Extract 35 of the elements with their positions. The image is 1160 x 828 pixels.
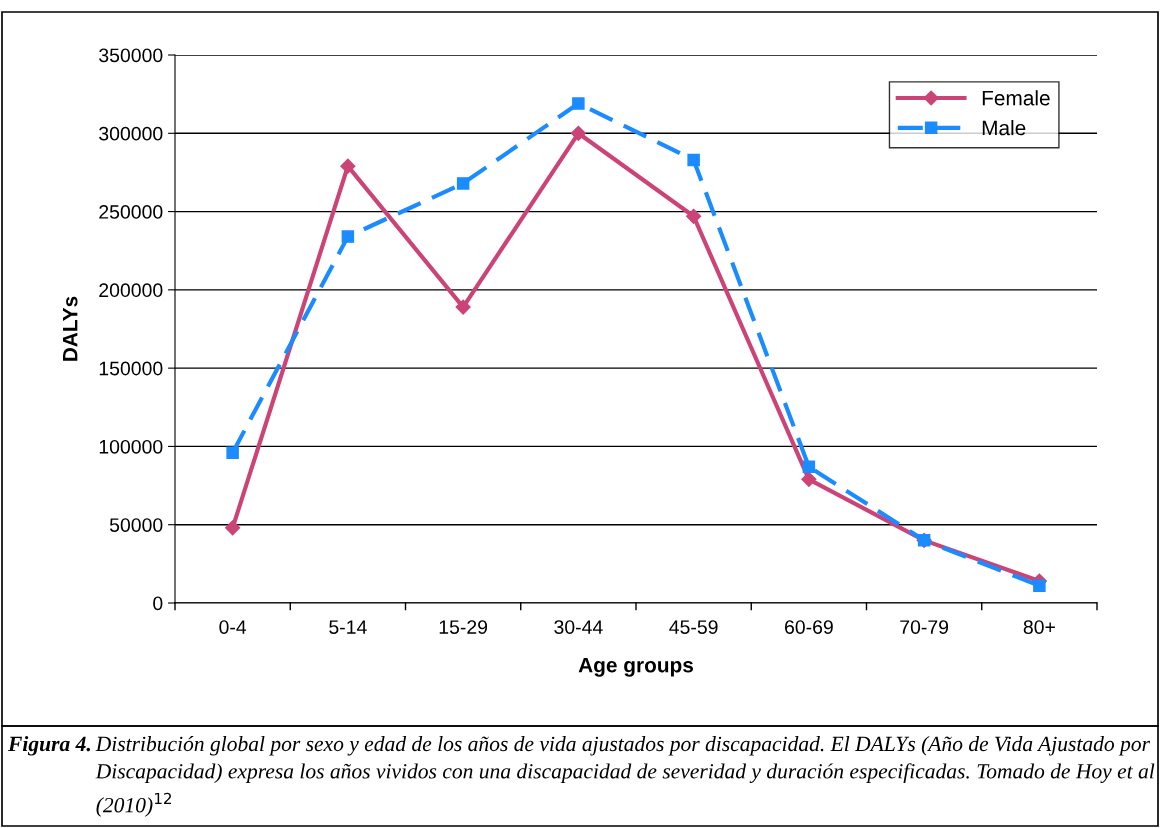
point — [456, 177, 470, 190]
x-tick-label: 45-59 — [669, 620, 718, 634]
y-axis-title: DALYs — [62, 296, 78, 361]
x-tick-label: 5-14 — [329, 620, 367, 634]
y-tick-label: 50000 — [109, 518, 163, 532]
point — [802, 460, 816, 474]
point — [570, 125, 586, 141]
point — [1033, 579, 1046, 593]
y-tick-label: 250000 — [99, 205, 163, 219]
point — [801, 471, 817, 487]
y-tick-label: 0 — [153, 596, 163, 611]
y-tick-label: 200000 — [99, 283, 163, 298]
x-tick-label: 15-29 — [439, 620, 488, 634]
point — [455, 299, 471, 315]
point — [341, 230, 355, 243]
y-tick-label: 100000 — [99, 439, 163, 454]
x-tick-label: 60-69 — [785, 620, 833, 634]
legend-label: Male — [982, 120, 1026, 136]
point — [340, 158, 356, 174]
y-tick-label: 350000 — [99, 48, 163, 63]
text: Distribución global por sexo y edad de los años de vida ajustados por discapacidad. El DALYs (Año de Vida Ajustado por Discapacidad) expresa los años vividos con una discapacidad de severidad y duración especificadas. Tomado de Hoy et al (2010)$^{12}$ — [95, 736, 1155, 817]
point — [226, 446, 239, 459]
x-tick-label: 70-79 — [900, 620, 949, 634]
x-tick-label: 80+ — [1023, 620, 1055, 634]
point — [686, 208, 702, 224]
point — [572, 97, 585, 110]
x-tick-label: 30-44 — [554, 620, 603, 634]
point — [687, 153, 700, 167]
point — [225, 520, 241, 536]
x-axis-title: Age groups — [578, 657, 694, 677]
y-tick-label: 300000 — [99, 126, 163, 141]
legend-label: Female — [982, 90, 1050, 106]
x-tick-label: 0-4 — [219, 620, 247, 634]
y-tick-label: 150000 — [99, 361, 163, 376]
text: Figura 4. — [7, 736, 91, 756]
